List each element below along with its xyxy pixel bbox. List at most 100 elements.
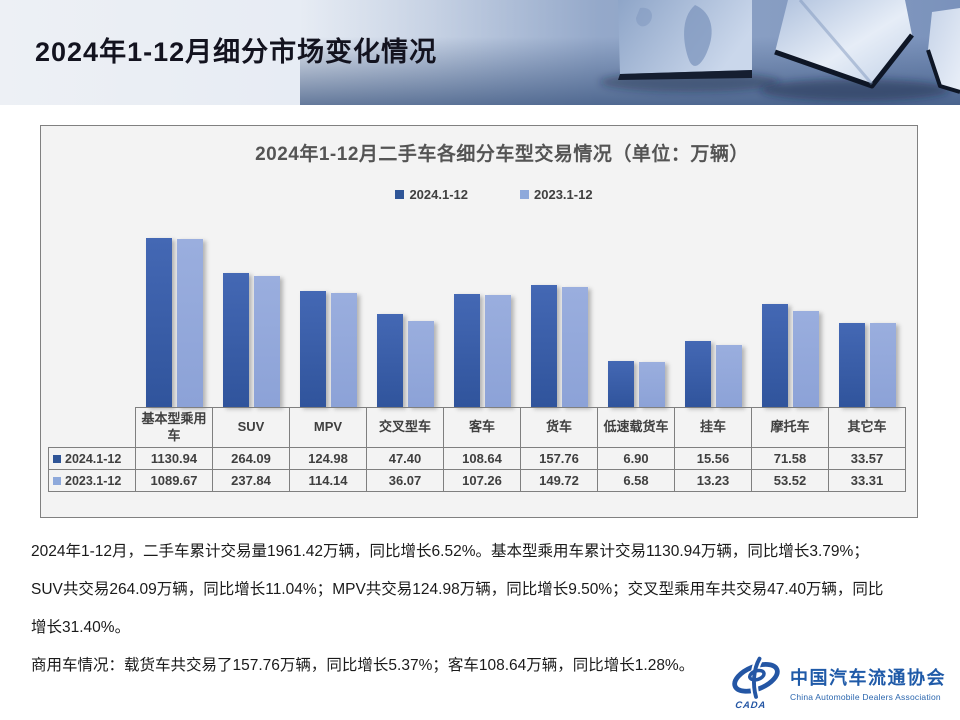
table-value-cell: 1089.67 <box>135 469 213 492</box>
cada-logo-acronym: CADA <box>735 700 767 711</box>
table-value-cell: 107.26 <box>443 469 521 492</box>
bar-group-低速载货车 <box>598 238 675 407</box>
bar-2024.1-12-客车 <box>454 294 480 407</box>
table-category-header: 基本型乘用车 <box>135 407 213 448</box>
legend-marker-icon <box>520 190 529 199</box>
summary-line: 2024年1-12月，二手车累计交易量1961.42万辆，同比增长6.52%。基… <box>31 543 869 560</box>
table-row-label: 2024.1-12 <box>48 447 136 470</box>
cada-logo-icon: CADA <box>732 654 780 711</box>
legend-item-2023.1-12: 2023.1-12 <box>520 187 593 202</box>
bar-2024.1-12-货车 <box>531 285 557 407</box>
bar-2024.1-12-交叉型车 <box>377 314 403 407</box>
bar-group-MPV <box>290 238 367 407</box>
page-title: 2024年1-12月细分市场变化情况 <box>35 37 438 67</box>
table-row-2023.1-12: 2023.1-12 1089.67 237.84 114.14 36.07 107.26 1… <box>48 469 906 492</box>
table-category-header: 货车 <box>520 407 598 448</box>
table-value-cell: 124.98 <box>289 447 367 470</box>
table-value-cell: 108.64 <box>443 447 521 470</box>
table-corner-cell <box>49 408 136 448</box>
table-value-cell: 53.52 <box>751 469 829 492</box>
table-category-header: 摩托车 <box>751 407 829 448</box>
table-value-cell: 1130.94 <box>135 447 213 470</box>
bar-group-客车 <box>444 238 521 407</box>
summary-line: 商用车情况：载货车共交易了157.76万辆，同比增长5.37%；客车108.64… <box>31 657 695 674</box>
decor-cube-edge <box>926 49 960 94</box>
cada-logo-text: 中国汽车流通协会 China Automobile Dealers Associ… <box>790 664 946 702</box>
summary-line: SUV共交易264.09万辆，同比增长11.04%；MPV共交易124.98万辆… <box>31 581 884 598</box>
decor-map-blob <box>636 7 652 27</box>
bar-group-挂车 <box>675 238 752 407</box>
bar-2024.1-12-MPV <box>300 290 326 407</box>
header-band: 2024年1-12月细分市场变化情况 <box>0 0 960 105</box>
bar-2023.1-12-MPV <box>331 293 357 407</box>
series-marker-icon <box>53 454 61 463</box>
bar-2024.1-12-低速载货车 <box>608 360 634 407</box>
bar-2023.1-12-基本型乘用车 <box>177 238 203 407</box>
bar-2024.1-12-基本型乘用车 <box>146 238 172 407</box>
bar-2023.1-12-SUV <box>254 275 280 407</box>
bar-group-交叉型车 <box>367 238 444 407</box>
table-value-cell: 237.84 <box>212 469 290 492</box>
legend-item-2024.1-12: 2024.1-12 <box>395 187 468 202</box>
cada-name-english: China Automobile Dealers Association <box>790 692 941 702</box>
bar-2024.1-12-其它车 <box>839 322 865 407</box>
chart-panel: 2024年1-12月二手车各细分车型交易情况（单位：万辆） 2024.1-12 2… <box>40 125 918 518</box>
table-category-header: 客车 <box>443 407 521 448</box>
decor-map-blob <box>684 5 712 66</box>
table-value-cell: 33.31 <box>828 469 906 492</box>
cada-name-chinese: 中国汽车流通协会 <box>790 668 946 688</box>
table-value-cell: 264.09 <box>212 447 290 470</box>
table-row-2024.1-12: 2024.1-12 1130.94 264.09 124.98 47.40 108.64 1… <box>48 447 906 470</box>
decor-cube-seam <box>798 0 874 85</box>
bar-2024.1-12-SUV <box>223 273 249 407</box>
table-row-label: 2023.1-12 <box>48 469 136 492</box>
decor-shadow <box>760 79 950 101</box>
table-value-cell: 15.56 <box>674 447 752 470</box>
chart-title: 2024年1-12月二手车各细分车型交易情况（单位：万辆） <box>255 144 749 165</box>
bar-group-基本型乘用车 <box>136 238 213 407</box>
legend-label: 2023.1-12 <box>534 187 593 202</box>
decor-cube-edge <box>774 33 914 89</box>
table-value-cell: 71.58 <box>751 447 829 470</box>
bar-2023.1-12-交叉型车 <box>408 320 434 407</box>
bar-2023.1-12-摩托车 <box>793 311 819 407</box>
table-category-header: 交叉型车 <box>366 407 444 448</box>
table-category-header: 其它车 <box>828 407 906 448</box>
bar-group-货车 <box>521 238 598 407</box>
chart-legend: 2024.1-12 2023.1-12 <box>41 187 917 202</box>
bar-2023.1-12-其它车 <box>870 322 896 407</box>
table-category-header: SUV <box>212 407 290 448</box>
table-value-cell: 47.40 <box>366 447 444 470</box>
summary-line: 增长31.40%。 <box>31 619 131 636</box>
table-value-cell: 13.23 <box>674 469 752 492</box>
table-value-cell: 6.58 <box>597 469 675 492</box>
bar-group-摩托车 <box>752 238 829 407</box>
bar-group-SUV <box>213 238 290 407</box>
table-category-header: 低速载货车 <box>597 407 675 448</box>
bar-group-其它车 <box>829 238 906 407</box>
table-value-cell: 6.90 <box>597 447 675 470</box>
decor-cube-face <box>775 0 912 86</box>
summary-text: 2024年1-12月，二手车累计交易量1961.42万辆，同比增长6.52%。基… <box>31 533 936 685</box>
table-value-cell: 149.72 <box>520 469 598 492</box>
legend-label: 2024.1-12 <box>409 187 468 202</box>
chart-data-table: 基本型乘用车 SUV MPV 交叉型车 客车 货车 低速载货车 挂车 摩托车 其它车 2024.1-… <box>48 407 906 492</box>
bar-2023.1-12-客车 <box>485 294 511 407</box>
header-decor-cubes <box>300 0 960 105</box>
bar-2024.1-12-摩托车 <box>762 304 788 407</box>
table-category-header: MPV <box>289 407 367 448</box>
table-value-cell: 114.14 <box>289 469 367 492</box>
legend-marker-icon <box>395 190 405 199</box>
bar-plot-area <box>136 238 906 407</box>
table-value-cell: 33.57 <box>828 447 906 470</box>
series-marker-icon <box>53 476 61 485</box>
bar-2023.1-12-挂车 <box>716 344 742 407</box>
table-value-cell: 36.07 <box>366 469 444 492</box>
bar-2023.1-12-货车 <box>562 286 588 407</box>
bar-2024.1-12-挂车 <box>685 341 711 407</box>
table-category-header: 挂车 <box>674 407 752 448</box>
bar-2023.1-12-低速载货车 <box>639 361 665 407</box>
cada-logo: CADA 中国汽车流通协会 China Automobile Dealers A… <box>730 654 946 712</box>
decor-cube-edge <box>618 70 752 80</box>
